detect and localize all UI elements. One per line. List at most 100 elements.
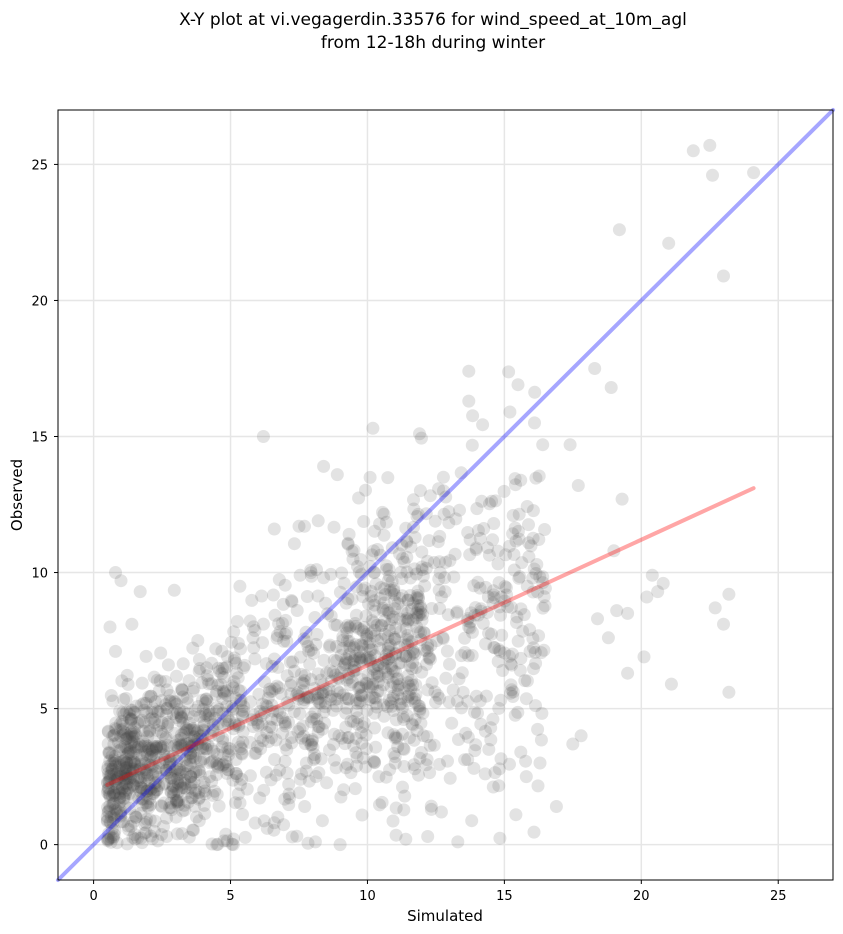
scatter-point	[102, 746, 116, 760]
scatter-point	[367, 565, 381, 579]
scatter-point	[465, 814, 479, 828]
scatter-point	[176, 690, 190, 704]
scatter-point	[408, 647, 422, 661]
scatter-point	[181, 795, 195, 809]
y-tick-label: 0	[40, 839, 48, 854]
scatter-point	[227, 681, 240, 695]
scatter-point	[123, 764, 137, 778]
scatter-point	[140, 784, 154, 798]
scatter-point	[432, 583, 446, 597]
scatter-point	[352, 650, 366, 664]
scatter-point	[155, 694, 169, 708]
scatter-point	[220, 660, 234, 674]
scatter-point	[588, 362, 602, 375]
scatter-point	[404, 571, 417, 585]
scatter-point	[390, 731, 404, 745]
scatter-point	[192, 814, 206, 828]
scatter-point	[175, 827, 189, 841]
scatter-point	[149, 741, 163, 755]
scatter-point	[354, 696, 367, 710]
scatter-point	[612, 223, 626, 237]
scatter-point	[307, 748, 321, 761]
scatter-point	[355, 689, 369, 702]
scatter-point	[282, 715, 295, 729]
scatter-point	[407, 502, 421, 516]
scatter-point	[106, 830, 120, 844]
scatter-point	[465, 438, 479, 452]
scatter-point	[176, 717, 190, 731]
scatter-point	[108, 756, 122, 770]
scatter-point	[186, 684, 200, 698]
scatter-point	[146, 702, 160, 715]
scatter-point	[329, 761, 343, 775]
scatter-point	[305, 734, 319, 748]
scatter-point	[201, 738, 215, 752]
scatter-point	[371, 634, 384, 648]
scatter-point	[174, 738, 188, 752]
scatter-point	[397, 713, 411, 726]
scatter-point	[499, 581, 513, 595]
scatter-point	[278, 578, 292, 592]
scatter-point	[450, 694, 464, 708]
scatter-point	[265, 684, 279, 698]
scatter-point	[287, 705, 301, 719]
scatter-point	[151, 771, 165, 784]
scatter-point	[285, 676, 298, 689]
scatter-point	[170, 783, 184, 797]
scatter-point	[297, 696, 311, 709]
scatter-point	[408, 762, 422, 776]
scatter-point	[379, 770, 393, 784]
scatter-point	[225, 837, 239, 851]
scatter-point	[106, 798, 120, 811]
scatter-point	[125, 728, 139, 742]
scatter-point	[509, 478, 522, 492]
scatter-point	[379, 515, 393, 529]
scatter-point	[442, 505, 456, 519]
x-tick-label: 15	[496, 889, 513, 904]
scatter-point	[268, 753, 282, 766]
scatter-point	[360, 629, 374, 643]
scatter-point	[193, 764, 206, 778]
scatter-point	[255, 589, 269, 603]
scatter-point	[116, 728, 130, 742]
scatter-point	[134, 781, 148, 795]
scatter-point	[247, 708, 261, 722]
scatter-point	[381, 726, 395, 740]
scatter-point	[135, 836, 149, 850]
scatter-point	[509, 534, 523, 548]
scatter-point	[330, 654, 344, 668]
scatter-point	[368, 629, 382, 643]
scatter-point	[486, 584, 500, 598]
scatter-point	[245, 713, 259, 727]
scatter-point	[486, 712, 500, 726]
scatter-point	[204, 729, 218, 743]
scatter-point	[389, 665, 402, 679]
scatter-point	[103, 815, 117, 829]
scatter-point	[398, 638, 412, 652]
scatter-point	[341, 757, 354, 771]
scatter-point	[205, 774, 219, 788]
identity-line	[56, 108, 835, 882]
scatter-point	[393, 677, 406, 691]
scatter-point	[248, 747, 262, 760]
scatter-point	[387, 584, 401, 598]
scatter-point	[510, 610, 524, 624]
scatter-point	[217, 685, 231, 699]
scatter-point	[504, 600, 518, 614]
scatter-point	[492, 762, 506, 776]
scatter-point	[361, 668, 375, 682]
scatter-point	[297, 674, 311, 688]
scatter-point	[441, 754, 454, 768]
scatter-point	[300, 690, 314, 704]
scatter-point	[107, 828, 121, 842]
scatter-point	[370, 700, 384, 714]
scatter-point	[380, 603, 394, 617]
scatter-point	[102, 788, 116, 801]
scatter-point	[120, 705, 134, 719]
scatter-point	[229, 718, 242, 732]
scatter-point	[277, 818, 291, 832]
scatter-point	[339, 761, 353, 775]
scatter-point	[292, 519, 306, 533]
scatter-point	[388, 756, 402, 770]
scatter-point	[298, 669, 312, 683]
